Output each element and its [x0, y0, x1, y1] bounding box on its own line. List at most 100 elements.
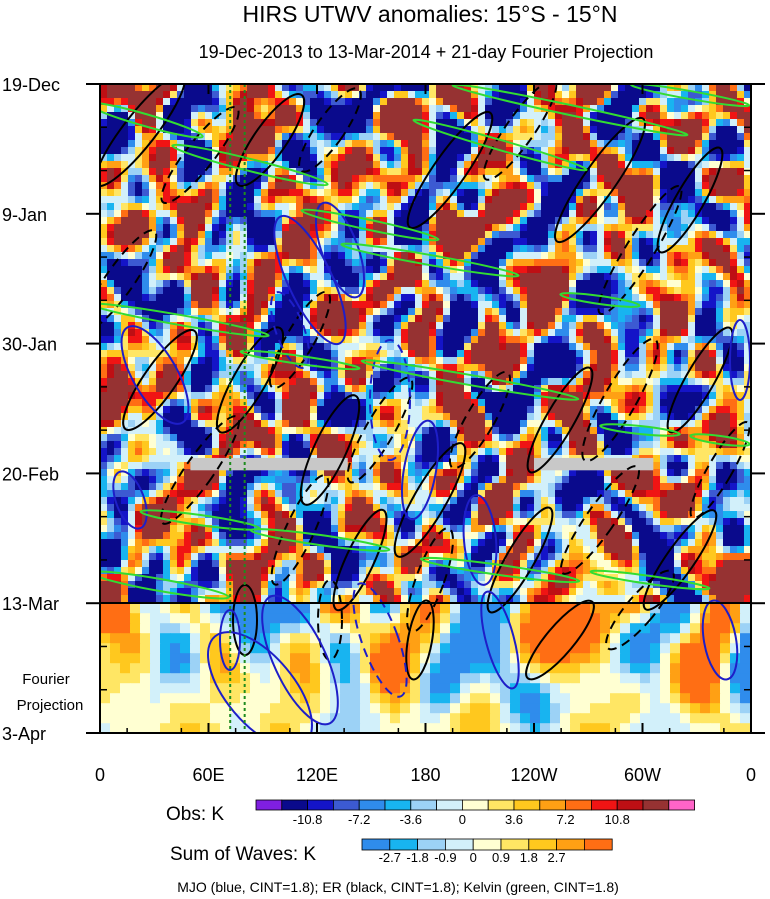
obs-cell [296, 343, 304, 351]
obs-cell [576, 245, 584, 253]
obs-cell [632, 196, 640, 204]
obs-cell [100, 133, 108, 141]
obs-cell [345, 399, 353, 407]
obs-cell [177, 252, 185, 260]
obs-cell [177, 189, 185, 197]
obs-cell [485, 112, 493, 120]
obs-cell [289, 427, 297, 435]
obs-cell [667, 238, 675, 246]
obs-cell [744, 287, 751, 295]
obs-cell [520, 441, 528, 449]
obs-cell [443, 126, 451, 134]
obs-cell [737, 399, 745, 407]
obs-cell [569, 378, 577, 386]
obs-cell [156, 336, 164, 344]
obs-cell [373, 189, 381, 197]
obs-cell [233, 189, 241, 197]
obs-cell [422, 441, 430, 449]
obs-cell [436, 245, 444, 253]
obs-cell [387, 196, 395, 204]
obs-cell [107, 434, 115, 442]
obs-cell [345, 371, 353, 379]
obs-cell [555, 371, 563, 379]
obs-cell [415, 273, 423, 281]
obs-cell [415, 413, 423, 421]
obs-cell [674, 168, 682, 176]
obs-cell [247, 154, 255, 162]
obs-cell [191, 231, 199, 239]
obs-cell [373, 112, 381, 120]
obs-cell [716, 168, 724, 176]
obs-cell [324, 161, 332, 169]
obs-cell [408, 273, 416, 281]
obs-cell [583, 210, 591, 218]
obs-cell [121, 385, 129, 393]
obs-cell [674, 119, 682, 127]
obs-cell [499, 210, 507, 218]
obs-cell [695, 364, 703, 372]
obs-cell [289, 133, 297, 141]
obs-cell [310, 399, 318, 407]
obs-cell [149, 105, 157, 113]
obs-cell [233, 196, 241, 204]
obs-cell [268, 126, 276, 134]
obs-cell [114, 154, 122, 162]
obs-cell [345, 315, 353, 323]
obs-cell [471, 196, 479, 204]
obs-cell [625, 140, 633, 148]
obs-cell [317, 259, 325, 267]
obs-cell [401, 441, 409, 449]
obs-cell [303, 266, 311, 274]
obs-cell [674, 336, 682, 344]
obs-cell [709, 112, 717, 120]
obs-cell [555, 350, 563, 358]
obs-cell [737, 210, 745, 218]
obs-cell [632, 301, 640, 309]
obs-cell [457, 378, 465, 386]
obs-cell [422, 126, 430, 134]
obs-cell [352, 196, 360, 204]
obs-cell [226, 140, 234, 148]
obs-cell [744, 210, 751, 218]
obs-cell [702, 364, 710, 372]
obs-cell [646, 161, 654, 169]
obs-cell [366, 175, 374, 183]
obs-cell [625, 273, 633, 281]
obs-cell [345, 420, 353, 428]
obs-cell [254, 427, 262, 435]
obs-cell [107, 196, 115, 204]
obs-cell [527, 210, 535, 218]
obs-cell [478, 413, 486, 421]
obs-cell [170, 203, 178, 211]
obs-cell [254, 140, 262, 148]
obs-cell [198, 119, 206, 127]
obs-cell [429, 203, 437, 211]
obs-cell [660, 140, 668, 148]
obs-cell [485, 294, 493, 302]
obs-cell [359, 119, 367, 127]
obs-cell [443, 217, 451, 225]
obs-cell [184, 308, 192, 316]
obs-cell [730, 357, 738, 365]
obs-cell [541, 210, 549, 218]
obs-cell [303, 112, 311, 120]
obs-cell [702, 154, 710, 162]
obs-cell [317, 441, 325, 449]
obs-cell [660, 301, 668, 309]
obs-cell [114, 210, 122, 218]
obs-cell [723, 399, 731, 407]
obs-cell [352, 189, 360, 197]
obs-cell [422, 98, 430, 106]
obs-cell [394, 175, 402, 183]
obs-cell [639, 196, 647, 204]
obs-cell [562, 140, 570, 148]
obs-cell [569, 140, 577, 148]
obs-cell [121, 140, 129, 148]
obs-cell [338, 385, 346, 393]
obs-cell [387, 350, 395, 358]
obs-cell [149, 147, 157, 155]
obs-cell [247, 238, 255, 246]
obs-cell [177, 217, 185, 225]
obs-cell [667, 119, 675, 127]
obs-cell [646, 301, 654, 309]
